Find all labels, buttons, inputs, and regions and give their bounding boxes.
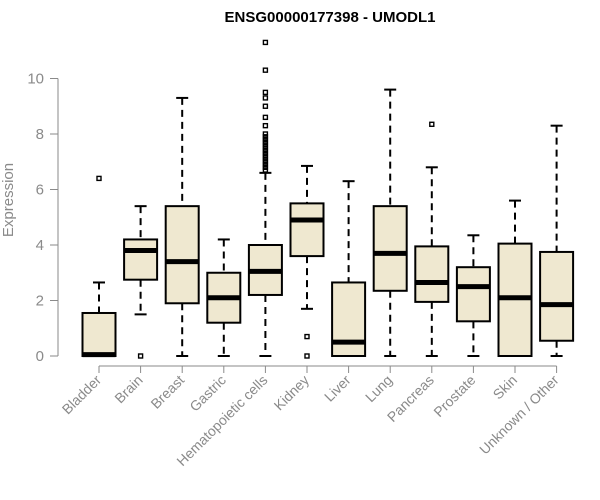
y-axis-title: Expression bbox=[0, 163, 17, 237]
outlier-point bbox=[262, 134, 269, 140]
y-tick-label: 6 bbox=[36, 182, 44, 199]
category-label: Liver bbox=[321, 372, 354, 405]
y-axis: 0 2 4 6 8 10 bbox=[27, 71, 59, 365]
outlier-point bbox=[262, 142, 269, 148]
y-tick-label: 8 bbox=[36, 126, 44, 143]
box-hematopoietic-cells bbox=[247, 39, 283, 357]
outlier-point bbox=[262, 164, 269, 171]
outlier-point bbox=[262, 156, 269, 162]
outlier-point bbox=[262, 159, 269, 165]
outlier-point bbox=[262, 95, 269, 101]
outlier-point bbox=[262, 131, 269, 137]
x-axis bbox=[98, 365, 558, 373]
outlier-point bbox=[262, 89, 269, 96]
outlier-point bbox=[262, 167, 269, 173]
category-label: Bladder bbox=[59, 372, 105, 418]
outlier-point bbox=[262, 153, 269, 159]
outlier-point bbox=[304, 353, 310, 359]
box-series bbox=[81, 39, 575, 359]
y-tick-label: 10 bbox=[27, 71, 44, 88]
outlier-point bbox=[96, 175, 102, 182]
box-unknown-other bbox=[539, 124, 575, 357]
outlier-point bbox=[304, 333, 310, 340]
box-breast bbox=[164, 96, 200, 357]
box-brain bbox=[123, 205, 159, 359]
outlier-point bbox=[262, 147, 269, 154]
box-iqr bbox=[455, 266, 491, 323]
outlier-point bbox=[262, 139, 269, 146]
y-tick-label: 4 bbox=[36, 237, 44, 254]
box-iqr bbox=[289, 202, 325, 258]
box-pancreas bbox=[414, 121, 450, 357]
outlier-point bbox=[262, 122, 269, 129]
box-gastric bbox=[206, 238, 242, 357]
y-tick-label: 2 bbox=[36, 293, 44, 310]
category-label: Kidney bbox=[271, 372, 313, 414]
category-label: Breast bbox=[147, 372, 187, 412]
y-tick-label: 0 bbox=[36, 348, 44, 365]
outlier-point bbox=[429, 121, 435, 127]
outlier-point bbox=[262, 67, 269, 73]
box-iqr bbox=[414, 245, 450, 303]
box-bladder bbox=[81, 175, 117, 358]
box-iqr bbox=[331, 281, 367, 357]
category-label: Skin bbox=[490, 372, 521, 403]
box-liver bbox=[331, 180, 367, 357]
box-kidney bbox=[289, 164, 325, 359]
outlier-point bbox=[262, 161, 269, 168]
box-skin bbox=[497, 199, 533, 357]
category-label: Unknown / Other bbox=[476, 372, 562, 458]
box-iqr bbox=[164, 205, 200, 305]
box-iqr bbox=[81, 311, 117, 357]
box-iqr bbox=[539, 250, 575, 342]
outlier-point bbox=[137, 353, 144, 359]
outlier-point bbox=[262, 103, 269, 109]
box-iqr bbox=[123, 238, 159, 281]
outlier-point bbox=[262, 150, 269, 157]
category-label: Brain bbox=[111, 372, 145, 406]
box-iqr bbox=[372, 205, 408, 292]
outlier-point bbox=[262, 136, 269, 143]
box-prostate bbox=[455, 234, 491, 357]
category-label: Lung bbox=[362, 372, 395, 405]
box-lung bbox=[372, 88, 408, 357]
outlier-point bbox=[262, 114, 269, 121]
outlier-point bbox=[262, 145, 269, 151]
category-label: Prostate bbox=[430, 372, 478, 420]
outlier-point bbox=[262, 39, 269, 46]
chart-title: ENSG00000177398 - UMODL1 bbox=[225, 9, 436, 26]
